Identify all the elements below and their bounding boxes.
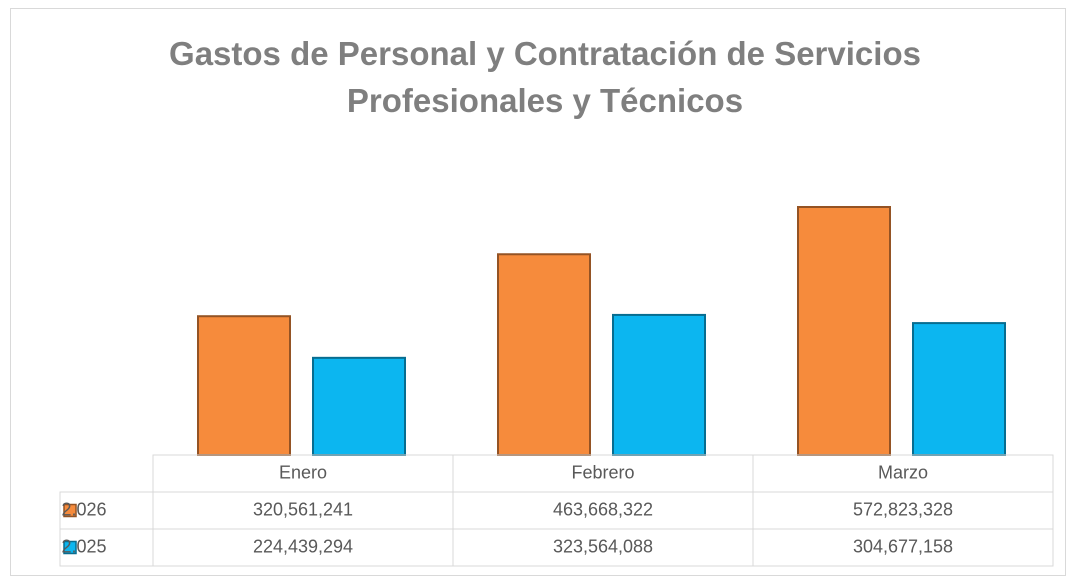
- value-label: 572,823,328: [853, 499, 953, 519]
- chart-title: Gastos de Personal y Contratación de Ser…: [169, 35, 921, 119]
- category-label: Febrero: [571, 462, 634, 482]
- legend-label: 2.025: [61, 536, 106, 556]
- legend-key: [63, 503, 77, 518]
- bar: [497, 253, 591, 456]
- bar: [797, 206, 891, 456]
- value-label: 463,668,322: [553, 499, 653, 519]
- category-label: Enero: [279, 462, 327, 482]
- legend-label: 2.026: [61, 499, 106, 519]
- legend-key: [63, 540, 77, 555]
- bar: [197, 315, 291, 457]
- value-label: 323,564,088: [553, 536, 653, 556]
- value-label: 304,677,158: [853, 536, 953, 556]
- chart-frame: [10, 8, 1066, 576]
- bar: [912, 322, 1006, 456]
- bar: [612, 313, 706, 456]
- value-label: 224,439,294: [253, 536, 353, 556]
- category-label: Marzo: [878, 462, 928, 482]
- value-label: 320,561,241: [253, 499, 353, 519]
- bar: [312, 356, 406, 456]
- table-cell: [752, 528, 1054, 567]
